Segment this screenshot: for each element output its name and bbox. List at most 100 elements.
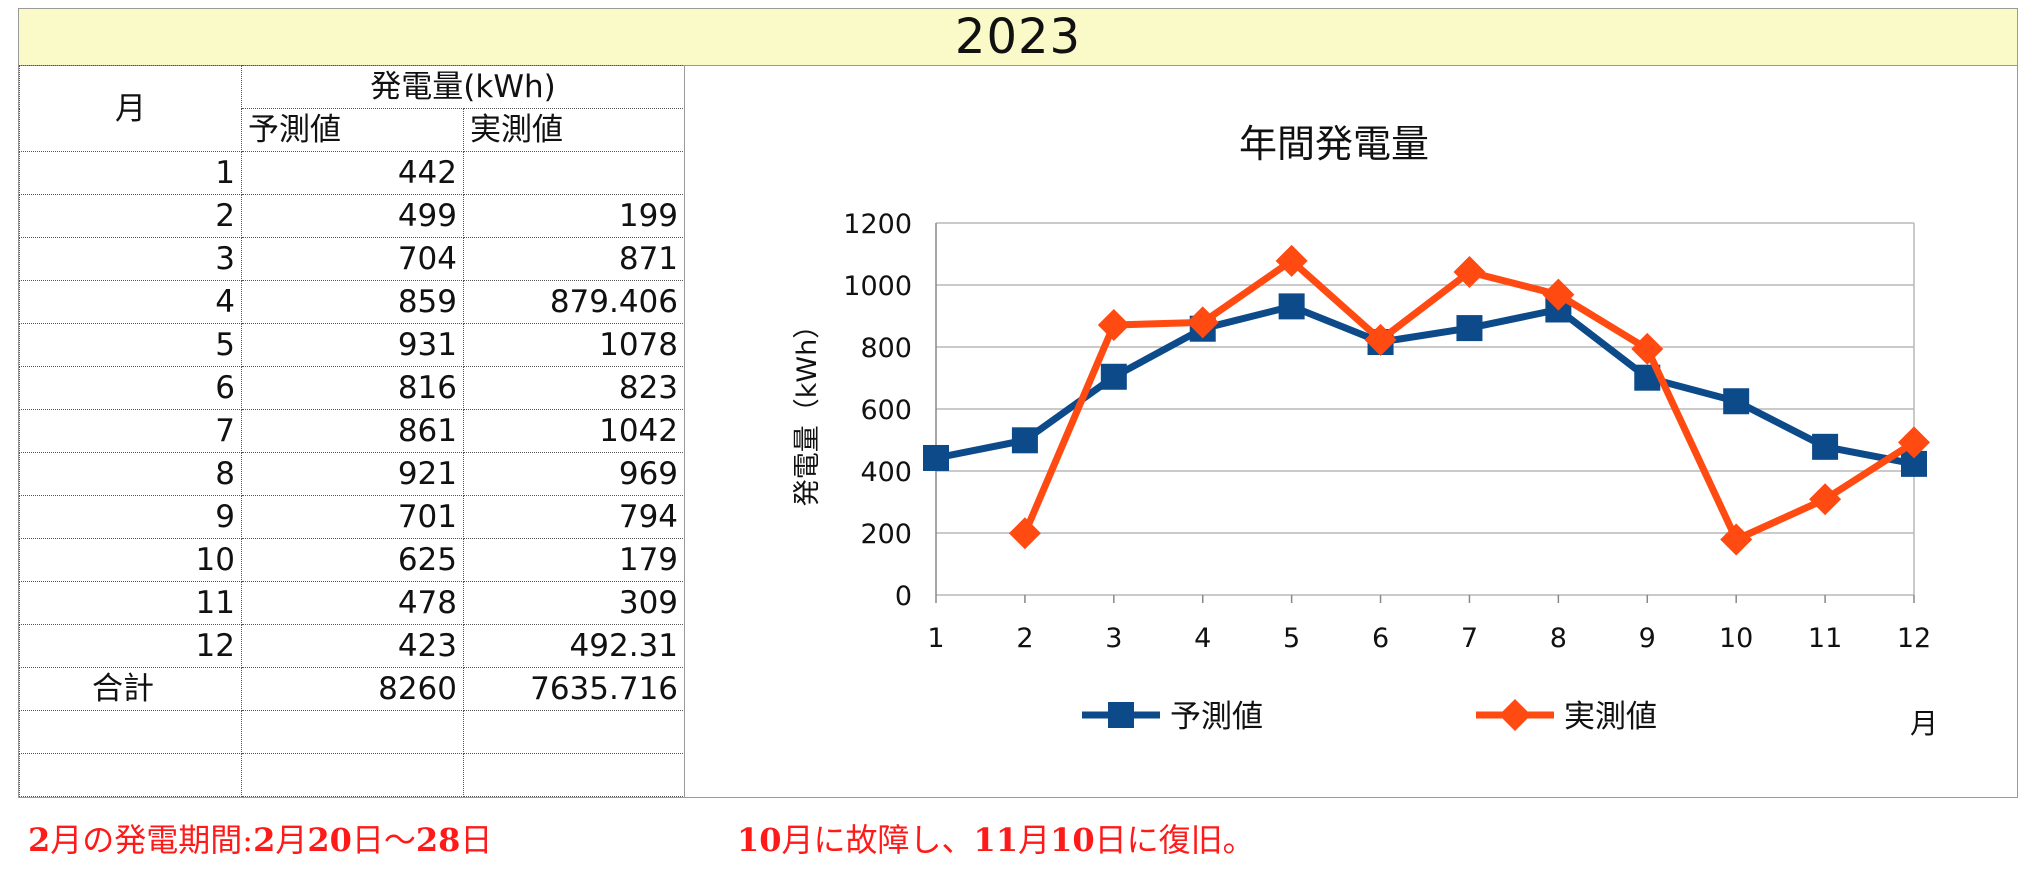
- empty-row: [19, 753, 686, 797]
- actual-cell: [462, 151, 686, 195]
- y-tick-label: 400: [860, 457, 912, 488]
- month-header: 月: [19, 65, 242, 152]
- month-cell: 11: [19, 581, 242, 625]
- generation-header: 発電量(kWh): [240, 65, 686, 109]
- actual-cell: 871: [462, 237, 686, 281]
- actual-cell: 1078: [462, 323, 686, 367]
- y-tick-label: 600: [860, 395, 912, 426]
- empty-row: [19, 710, 686, 754]
- total-forecast: 8260: [241, 667, 464, 711]
- actual-point: [1186, 306, 1219, 339]
- month-cell: 1: [19, 151, 242, 195]
- table-row: 10 625 179: [19, 538, 686, 582]
- legend-label: 実測値: [1564, 699, 1657, 735]
- table-row: 8 921 969: [19, 452, 686, 496]
- table-row: 3 704 871: [19, 237, 686, 281]
- forecast-cell: 931: [241, 323, 464, 367]
- actual-point: [1898, 426, 1930, 459]
- forecast-cell: 921: [241, 452, 464, 496]
- y-tick-label: 0: [895, 581, 912, 612]
- month-cell: 5: [19, 323, 242, 367]
- failure-note: 10月に故障し、11月10日に復旧。: [737, 815, 1255, 861]
- forecast-point: [1278, 293, 1305, 320]
- actual-point: [1631, 332, 1664, 365]
- year-title: 2023: [19, 9, 2017, 66]
- x-tick-label: 12: [1897, 623, 1931, 654]
- month-cell: 12: [19, 624, 242, 668]
- table-divider: [684, 65, 685, 798]
- y-tick-label: 1200: [843, 209, 912, 240]
- actual-cell: 1042: [462, 409, 686, 453]
- forecast-cell: 423: [241, 624, 464, 668]
- y-tick-label: 800: [860, 333, 912, 364]
- note-text: 日に復旧。: [1094, 821, 1255, 859]
- x-tick-label: 5: [1283, 623, 1300, 654]
- actual-cell: 823: [462, 366, 686, 410]
- note-text: 月に故障し、: [781, 821, 974, 859]
- y-tick-label: 1000: [843, 271, 912, 302]
- table-row: 1 442: [19, 151, 686, 195]
- x-tick-label: 3: [1105, 623, 1122, 654]
- note-num: 10: [1050, 821, 1095, 859]
- forecast-point: [1812, 433, 1839, 460]
- forecast-cell: 704: [241, 237, 464, 281]
- actual-cell: 309: [462, 581, 686, 625]
- forecast-cell: 442: [241, 151, 464, 195]
- period-note: 2月の発電期間:2月20日～28日: [28, 815, 492, 861]
- x-tick-label: 8: [1550, 623, 1567, 654]
- actual-header: 実測値: [462, 108, 686, 152]
- actual-point: [1453, 255, 1486, 288]
- forecast-point: [1723, 388, 1750, 415]
- actual-point: [1008, 517, 1041, 550]
- month-cell: 8: [19, 452, 242, 496]
- forecast-point: [1100, 363, 1127, 390]
- note-num: 10: [737, 821, 782, 859]
- table-row: 5 931 1078: [19, 323, 686, 367]
- legend-marker-diamond: [1499, 699, 1531, 731]
- generation-table: 月 発電量(kWh) 予測値 実測値 1 442 2 499 199 3 704 871 4 85…: [19, 65, 686, 797]
- empty-cell: [241, 753, 464, 797]
- empty-cell: [462, 753, 686, 797]
- forecast-cell: 701: [241, 495, 464, 539]
- x-tick-label: 6: [1372, 623, 1389, 654]
- x-tick-label: 1: [927, 623, 944, 654]
- x-axis-label: 月: [1910, 707, 1938, 740]
- forecast-cell: 861: [241, 409, 464, 453]
- table-row: 9 701 794: [19, 495, 686, 539]
- actual-cell: 794: [462, 495, 686, 539]
- empty-cell: [462, 710, 686, 754]
- table-row: 7 861 1042: [19, 409, 686, 453]
- actual-point: [1275, 244, 1308, 277]
- forecast-header: 予測値: [241, 108, 464, 152]
- month-cell: 2: [19, 194, 242, 238]
- total-row: 合計 8260 7635.716: [19, 667, 686, 711]
- y-axis-label: 発電量（kWh）: [792, 312, 823, 506]
- table-row: 6 816 823: [19, 366, 686, 410]
- x-tick-label: 10: [1719, 623, 1753, 654]
- table-row: 2 499 199: [19, 194, 686, 238]
- actual-point: [1720, 523, 1753, 556]
- actual-cell: 179: [462, 538, 686, 582]
- x-tick-label: 7: [1461, 623, 1478, 654]
- actual-point: [1097, 308, 1130, 341]
- total-label: 合計: [19, 667, 242, 711]
- x-tick-label: 4: [1194, 623, 1211, 654]
- table-row: 12 423 492.31: [19, 624, 686, 668]
- actual-point: [1364, 323, 1397, 356]
- note-num: 2: [28, 821, 51, 859]
- actual-cell: 199: [462, 194, 686, 238]
- note-num: 11: [973, 821, 1019, 859]
- total-actual: 7635.716: [462, 667, 686, 711]
- note-num: 28: [415, 821, 461, 859]
- series-line-forecast: [935, 302, 1915, 468]
- forecast-point: [923, 444, 949, 471]
- actual-cell: 879.406: [462, 280, 686, 324]
- month-cell: 6: [19, 366, 242, 410]
- note-text: 月の発電期間:: [50, 821, 254, 859]
- note-text: 月: [1018, 821, 1051, 859]
- actual-point: [1542, 278, 1575, 311]
- forecast-cell: 625: [241, 538, 464, 582]
- empty-cell: [241, 710, 464, 754]
- note-text: 日: [460, 821, 493, 859]
